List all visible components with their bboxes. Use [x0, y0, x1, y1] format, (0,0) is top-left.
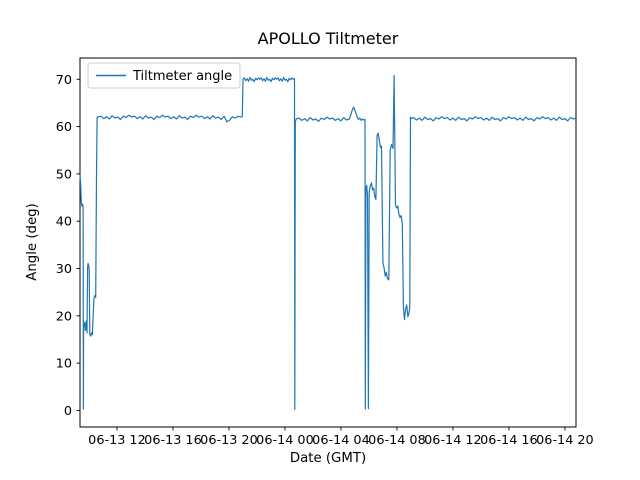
- tiltmeter-line: [79, 74, 577, 411]
- x-tick-label: 06-13 16: [144, 433, 202, 448]
- series-group: [79, 74, 577, 411]
- x-tick-label: 06-13 20: [200, 433, 258, 448]
- chart-title: APOLLO Tiltmeter: [258, 29, 399, 48]
- plot-frame: [79, 57, 577, 428]
- x-tick-label: 06-13 12: [88, 433, 146, 448]
- y-tick-label: 70: [56, 73, 72, 88]
- y-tick-label: 30: [56, 262, 72, 277]
- legend: Tiltmeter angle: [87, 62, 241, 89]
- x-tick-label: 06-14 04: [312, 433, 370, 448]
- y-tick-label: 50: [56, 167, 72, 182]
- x-axis-label: Date (GMT): [290, 451, 366, 466]
- y-tick-label: 60: [56, 120, 72, 135]
- y-tick-label: 20: [56, 309, 72, 324]
- y-axis-label: Angle (deg): [25, 203, 40, 281]
- legend-frame: [87, 62, 241, 89]
- x-tick-label: 06-14 00: [256, 433, 314, 448]
- x-tick-label: 06-14 12: [424, 433, 482, 448]
- x-tick-label: 06-14 20: [536, 433, 594, 448]
- y-tick-label: 10: [56, 357, 72, 372]
- y-tick-label: 0: [64, 404, 72, 419]
- y-tick-label: 40: [56, 215, 72, 230]
- x-tick-label: 06-14 16: [480, 433, 538, 448]
- legend-label: Tiltmeter angle: [132, 69, 232, 84]
- x-tick-label: 06-14 08: [368, 433, 426, 448]
